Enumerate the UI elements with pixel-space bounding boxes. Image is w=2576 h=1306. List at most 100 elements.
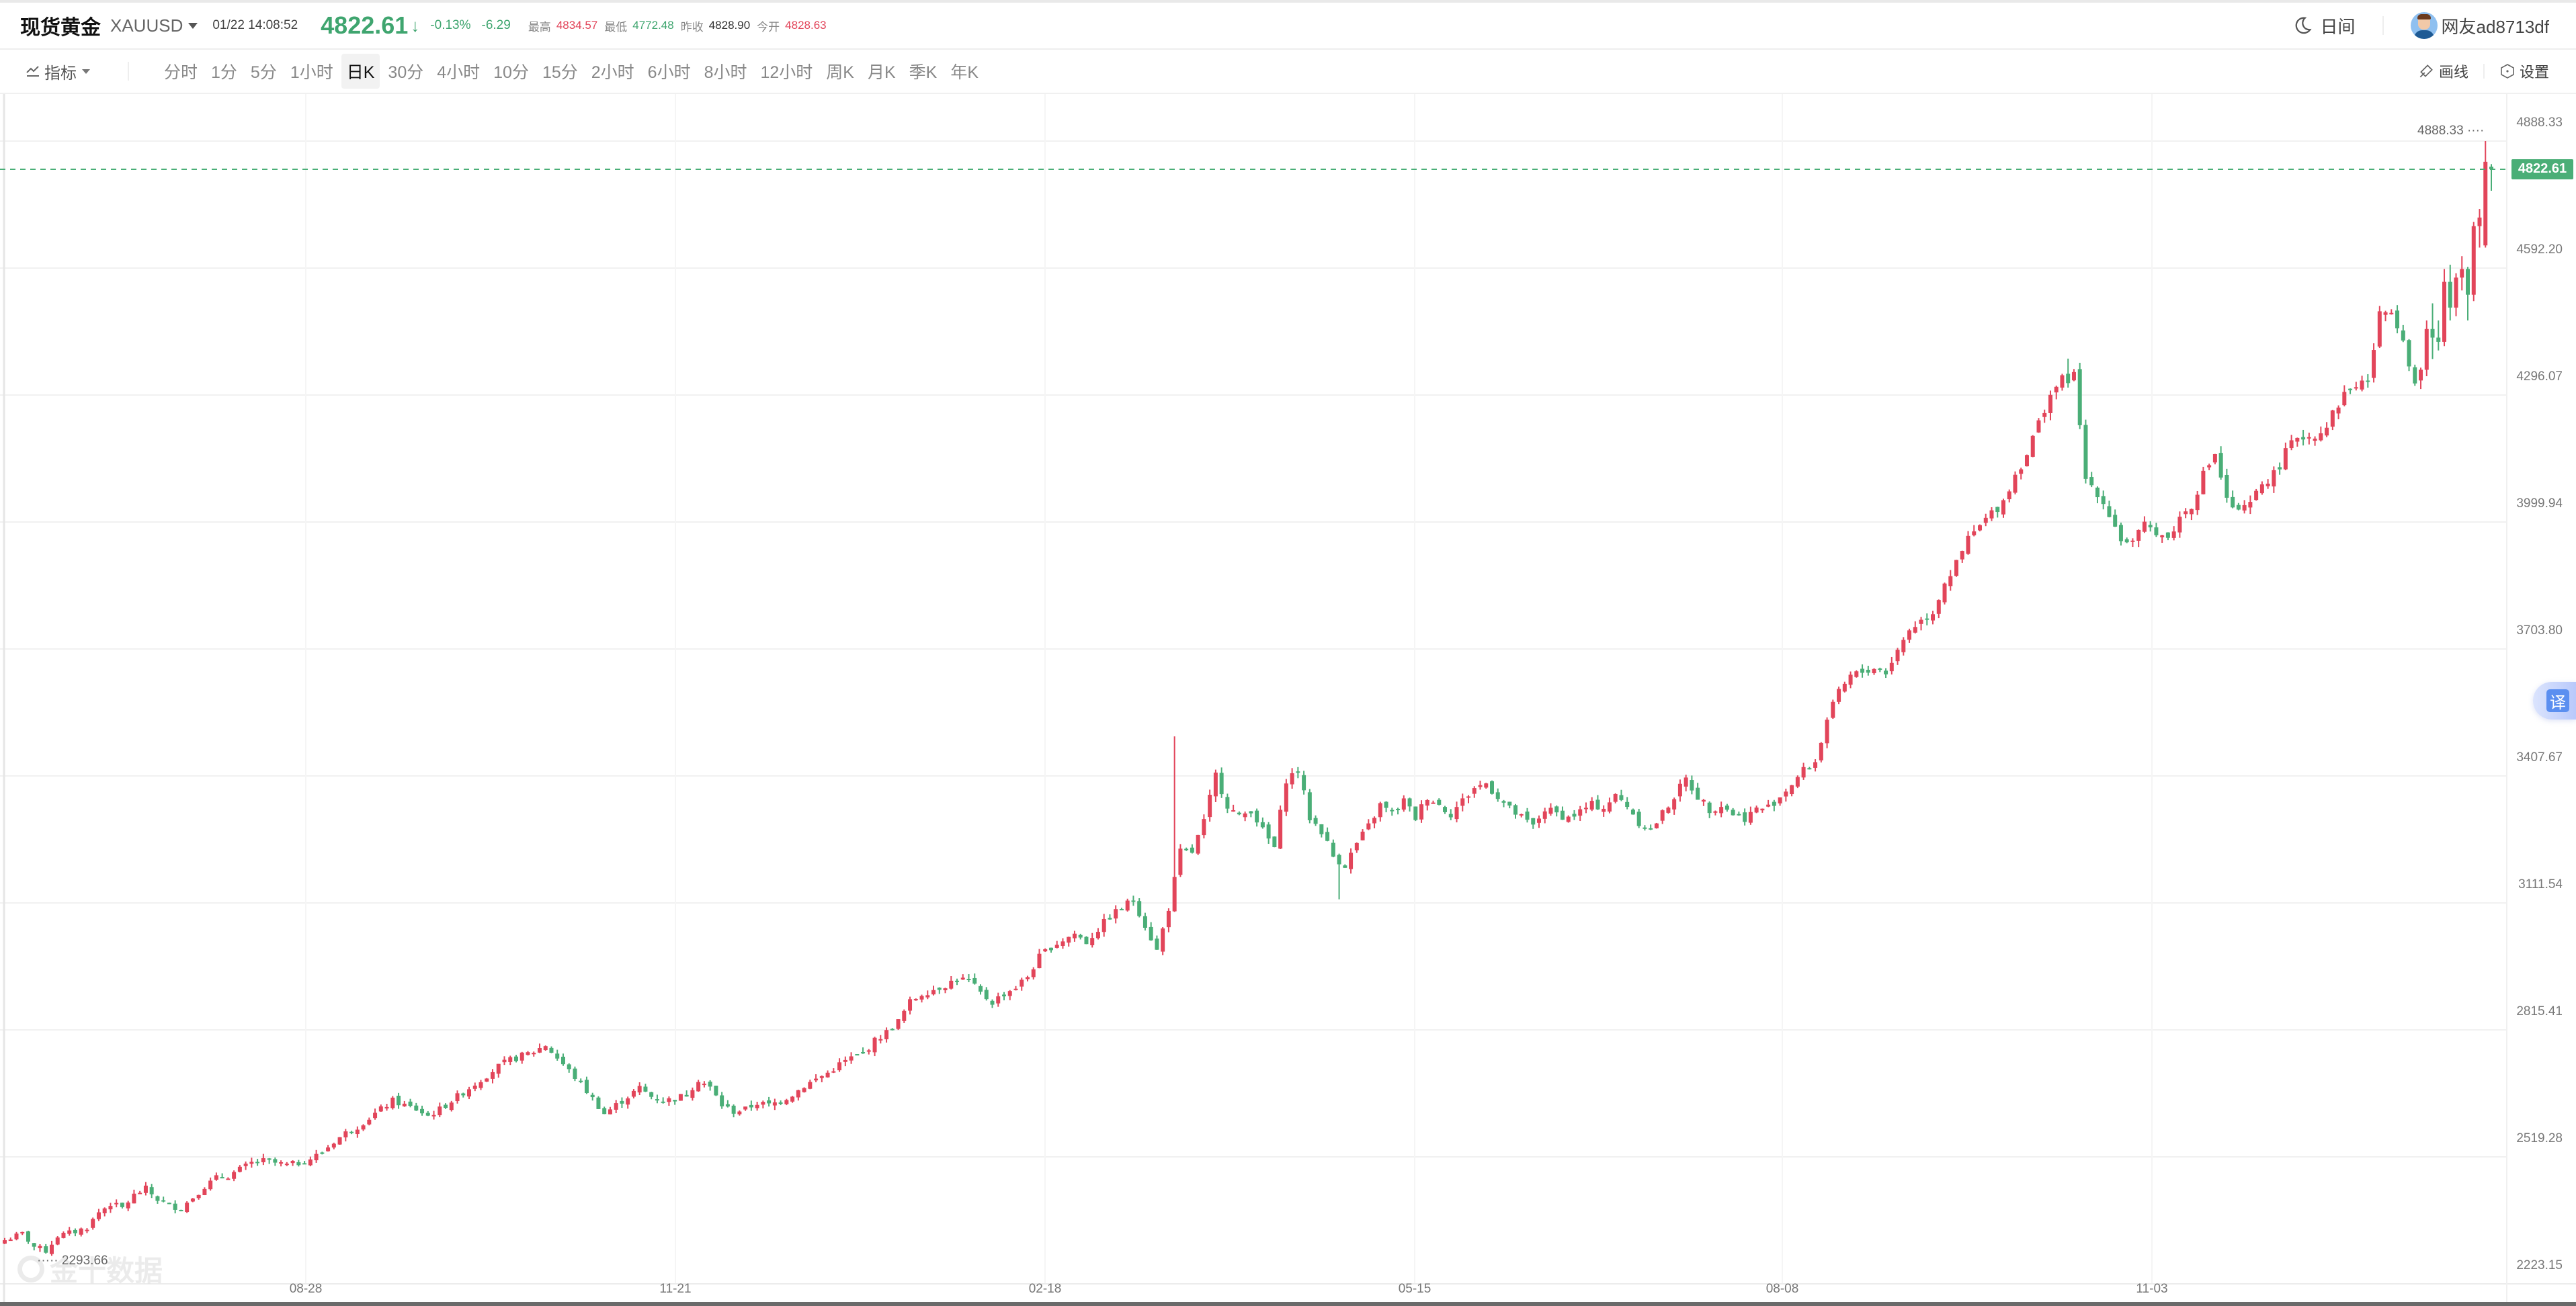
candle-body <box>1554 806 1559 813</box>
candle-body <box>943 988 948 990</box>
theme-toggle[interactable]: 日间 <box>2292 13 2356 38</box>
x-axis-label: 11-03 <box>2136 1282 2168 1296</box>
candle-body <box>590 1094 595 1098</box>
translate-button[interactable]: 译 <box>2546 689 2569 712</box>
candle-body <box>1743 812 1747 822</box>
tab-timeframe[interactable]: 15分 <box>542 63 578 82</box>
candle-body <box>44 1246 48 1253</box>
tab-timeframe[interactable]: 4小时 <box>437 63 481 82</box>
tab-timeframe[interactable]: 5分 <box>250 63 277 82</box>
candle-body <box>872 1037 877 1053</box>
candle-body <box>555 1053 560 1059</box>
candle-body <box>1007 991 1012 996</box>
tab-timeframe[interactable]: 2小时 <box>591 63 634 82</box>
tab-timeframe[interactable]: 周K <box>826 63 854 82</box>
candle-body <box>1913 627 1917 633</box>
candle-body <box>337 1137 342 1145</box>
candle-body <box>1090 938 1095 946</box>
tab-timeframe[interactable]: 1分 <box>211 63 237 82</box>
tab-timeframe[interactable]: 12小时 <box>760 63 813 82</box>
candle-body <box>1842 683 1847 692</box>
candle-body <box>2254 490 2259 500</box>
candle-body <box>584 1080 589 1094</box>
candle-body <box>32 1243 36 1247</box>
candle-body <box>673 1100 677 1102</box>
tab-timeframe[interactable]: 8小时 <box>704 63 747 82</box>
tab-timeframe[interactable]: 30分 <box>388 63 424 82</box>
candle-body <box>2212 453 2217 463</box>
toolbar-right: 画线 设置 <box>2417 50 2549 93</box>
candle-body <box>2283 448 2288 470</box>
candle-body <box>643 1086 648 1092</box>
candle-body <box>2366 380 2370 382</box>
candle-body <box>196 1194 201 1199</box>
tab-timeframe[interactable]: 月K <box>867 63 896 82</box>
settings-button[interactable]: 设置 <box>2499 60 2549 82</box>
candle-body <box>972 977 977 984</box>
candle-body <box>2001 500 2005 515</box>
candle-body <box>444 1104 448 1108</box>
candle-body <box>1384 801 1388 808</box>
candle-body <box>1354 842 1359 851</box>
tab-timeframe[interactable]: 分时 <box>164 63 198 82</box>
candle-body <box>960 977 965 980</box>
tab-timeframe[interactable]: 日K <box>341 54 380 89</box>
tab-timeframe[interactable]: 1小时 <box>290 63 333 82</box>
candle-body <box>1266 824 1271 839</box>
indicator-button[interactable]: 指标 <box>26 60 90 83</box>
candle-body <box>1372 818 1377 824</box>
candlestick-chart[interactable] <box>0 94 2576 1303</box>
translate-widget[interactable]: 译 <box>2533 682 2576 720</box>
candle-body <box>2448 281 2452 308</box>
candle-body <box>614 1103 618 1110</box>
y-axis-label: 3999.94 <box>2516 496 2563 511</box>
candle-body <box>878 1039 883 1041</box>
candle-body <box>91 1219 95 1228</box>
candle-body <box>1072 933 1077 939</box>
theme-label: 日间 <box>2320 16 2356 37</box>
candle-body <box>1278 810 1283 849</box>
tab-timeframe[interactable]: 年K <box>950 63 979 82</box>
candle-body <box>85 1229 89 1231</box>
candle-body <box>725 1104 730 1107</box>
candle-body <box>378 1106 383 1112</box>
chart-canvas[interactable] <box>0 94 2576 1303</box>
candle-body <box>737 1111 742 1115</box>
tab-timeframe[interactable]: 10分 <box>493 63 529 82</box>
symbol-selector[interactable]: XAUUSD <box>110 15 198 36</box>
candle-body <box>1337 855 1341 865</box>
candle-body <box>1536 818 1541 823</box>
settings-label: 设置 <box>2519 64 2549 81</box>
candle-body <box>155 1196 160 1201</box>
candle-body <box>2118 525 2123 541</box>
candle-body <box>1020 980 1024 987</box>
candle-body <box>1260 822 1265 828</box>
candle-body <box>73 1229 77 1233</box>
draw-line-button[interactable]: 画线 <box>2417 60 2468 82</box>
candle-body <box>1754 808 1759 813</box>
candle-body <box>2124 539 2129 543</box>
candle-body <box>1319 824 1324 834</box>
candle-body <box>1801 767 1806 778</box>
candle-body <box>2054 386 2059 393</box>
candle-body <box>1302 775 1306 791</box>
candle-body <box>1202 819 1206 836</box>
candle-body <box>1725 806 1729 810</box>
candle-body <box>284 1164 289 1166</box>
candle-body <box>1366 823 1371 830</box>
candle-body <box>1048 947 1053 951</box>
candle-body <box>560 1056 565 1065</box>
x-axis-label: 11-21 <box>659 1282 692 1296</box>
tab-timeframe[interactable]: 季K <box>909 63 938 82</box>
candle-body <box>1907 630 1912 640</box>
candle-body <box>2295 437 2300 442</box>
candle-body <box>1225 797 1230 809</box>
candle-body <box>1208 795 1212 818</box>
candle-body <box>2136 529 2141 541</box>
user-menu[interactable]: 网友ad8713df <box>2410 12 2549 39</box>
tab-timeframe[interactable]: 6小时 <box>647 63 691 82</box>
candle-body <box>937 988 942 990</box>
candle-body <box>2242 505 2247 511</box>
candle-body <box>1272 836 1277 848</box>
candle-body <box>1766 804 1771 807</box>
